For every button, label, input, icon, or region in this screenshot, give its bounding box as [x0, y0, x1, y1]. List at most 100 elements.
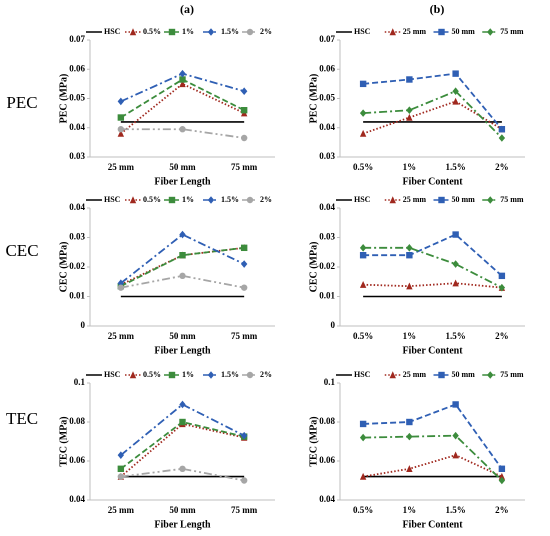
legend-marker — [168, 28, 176, 36]
x-tick-label: 50 mm — [169, 505, 196, 515]
data-point — [498, 476, 506, 485]
legend-label: 1% — [182, 195, 194, 204]
x-tick-label: 0.5% — [353, 505, 373, 515]
data-point — [406, 252, 413, 259]
data-point — [359, 420, 367, 428]
x-axis-title: Fiber Content — [402, 519, 463, 530]
legend-marker — [207, 196, 215, 204]
legend-marker — [168, 196, 176, 204]
series-line — [120, 246, 245, 287]
data-point — [179, 400, 186, 409]
data-point — [179, 69, 186, 78]
data-point — [452, 260, 459, 268]
series-line — [363, 282, 502, 289]
data-point — [406, 106, 413, 114]
legend-label: 75 mm — [500, 370, 524, 379]
data-point — [359, 472, 367, 480]
x-tick-label: 0.5% — [353, 162, 373, 172]
data-point — [117, 114, 125, 121]
x-axis-title: Fiber Content — [402, 176, 463, 187]
y-tick-label: 0.06 — [319, 455, 335, 465]
data-point — [179, 418, 186, 426]
legend-label: HSC — [354, 370, 371, 379]
data-point — [179, 252, 186, 259]
column-label: (b) — [430, 2, 445, 16]
legend-label: 75 mm — [500, 27, 524, 36]
series-line — [120, 421, 245, 470]
data-point — [452, 401, 459, 408]
data-point — [406, 76, 413, 83]
data-point — [240, 244, 248, 252]
y-axis-title: TEC (MPa) — [308, 416, 319, 466]
legend-marker — [246, 28, 254, 36]
data-point — [117, 451, 125, 459]
x-tick-label: 1% — [403, 162, 417, 172]
y-tick-label: 0.04 — [319, 494, 335, 504]
x-tick-label: 0.5% — [353, 331, 373, 341]
legend-label: 50 mm — [452, 27, 476, 36]
legend-label: 1.5% — [221, 27, 239, 36]
legend-label: 25 mm — [403, 195, 427, 204]
x-axis-title: Fiber Length — [154, 345, 211, 356]
data-point — [117, 129, 125, 137]
data-point — [452, 231, 459, 238]
x-tick-label: 2% — [495, 162, 509, 172]
x-tick-label: 25 mm — [108, 505, 135, 515]
y-tick-label: 0.07 — [69, 34, 85, 44]
y-tick-label: 0.04 — [69, 122, 85, 132]
data-point — [179, 76, 186, 83]
data-point — [452, 451, 459, 459]
x-tick-label: 50 mm — [169, 331, 196, 341]
data-point — [240, 431, 248, 440]
legend-label: 1% — [182, 27, 194, 36]
row-label: TEC — [6, 409, 38, 428]
x-tick-label: 1% — [403, 505, 417, 515]
series-line — [363, 72, 503, 130]
data-point — [179, 230, 186, 239]
column-label: (a) — [180, 2, 194, 16]
y-tick-label: 0.08 — [69, 416, 85, 426]
legend-label: 0.5% — [143, 370, 161, 379]
data-point — [117, 473, 125, 480]
legend-label: 2% — [260, 27, 272, 36]
y-tick-label: 0.04 — [319, 122, 335, 132]
row-label: CEC — [5, 241, 38, 260]
y-tick-label: 0.04 — [69, 494, 85, 504]
data-point — [406, 282, 413, 290]
series-line — [120, 403, 245, 456]
data-point — [240, 107, 248, 114]
y-tick-label: 0.04 — [69, 202, 85, 212]
data-point — [406, 465, 413, 472]
legend-label: 2% — [260, 195, 272, 204]
y-tick-label: 0.03 — [69, 151, 85, 161]
legend-marker — [389, 196, 396, 204]
data-point — [359, 281, 367, 288]
data-point — [240, 260, 248, 268]
data-point — [498, 134, 506, 142]
legend-marker — [389, 28, 396, 36]
y-axis-title: CEC (MPa) — [308, 242, 319, 293]
y-tick-label: 0.01 — [319, 291, 335, 301]
legend-label: 1.5% — [221, 370, 239, 379]
x-tick-label: 2% — [495, 331, 509, 341]
data-point — [406, 418, 413, 426]
y-axis-title: PEC (MPa) — [308, 74, 319, 124]
row-label: PEC — [6, 93, 37, 112]
legend-marker — [487, 28, 494, 36]
legend-marker — [246, 371, 254, 379]
legend-label: HSC — [104, 370, 121, 379]
data-point — [179, 272, 186, 280]
series-line — [363, 403, 503, 470]
legend-label: 50 mm — [452, 195, 476, 204]
data-point — [240, 284, 248, 291]
data-point — [498, 465, 506, 472]
y-tick-label: 0.04 — [319, 202, 335, 212]
x-tick-label: 75 mm — [231, 331, 258, 341]
data-point — [452, 97, 459, 105]
x-tick-label: 1.5% — [446, 331, 466, 341]
y-tick-label: 0.03 — [319, 151, 335, 161]
y-tick-label: 0.03 — [69, 232, 85, 242]
legend-marker — [487, 196, 494, 204]
data-point — [240, 477, 248, 484]
